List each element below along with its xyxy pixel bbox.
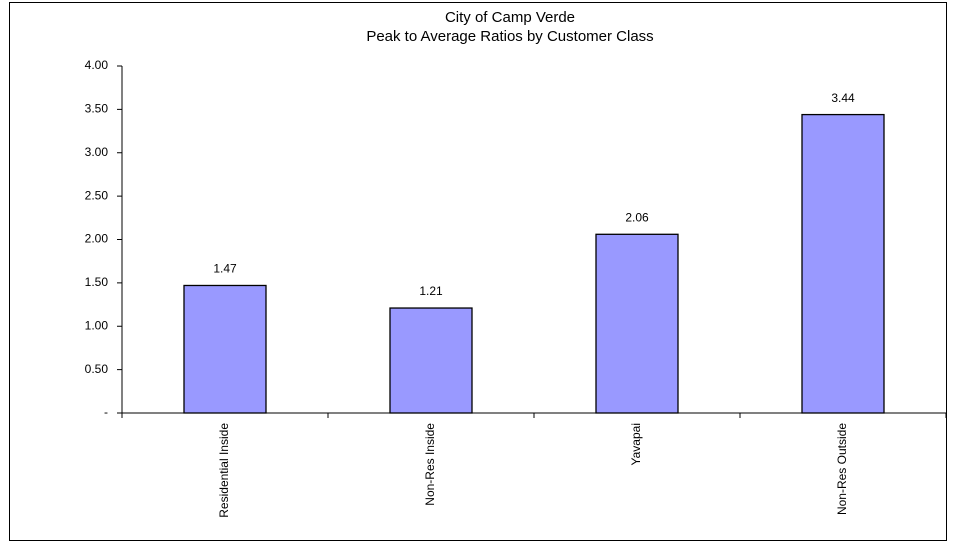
data-label: 1.47 (213, 262, 237, 276)
y-tick-label: 2.50 (85, 188, 109, 202)
y-tick-label: 3.00 (85, 145, 109, 159)
bar (595, 233, 679, 414)
x-tick-label: Non-Res Outside (835, 423, 849, 515)
data-label: 3.44 (831, 91, 855, 105)
chart-subtitle: Peak to Average Ratios by Customer Class (366, 28, 653, 45)
data-label: 1.21 (419, 284, 443, 298)
y-tick-label: 1.50 (85, 275, 109, 289)
chart-border (9, 2, 947, 541)
data-label: 2.06 (625, 210, 649, 224)
y-tick-label: 3.50 (85, 102, 109, 116)
bar (183, 284, 267, 414)
chart-title: City of Camp Verde (445, 9, 575, 26)
x-tick-label: Yavapai (629, 423, 643, 465)
bar (801, 113, 885, 414)
y-tick-label: 2.00 (85, 232, 109, 246)
y-tick-label: 4.00 (85, 58, 109, 72)
bar (389, 307, 473, 414)
y-tick-label: 0.50 (85, 362, 109, 376)
y-tick-label: 1.00 (85, 318, 109, 332)
x-tick-label: Non-Res Inside (423, 423, 437, 506)
x-tick-label: Residential Inside (217, 423, 231, 518)
y-tick-label: - (104, 405, 108, 419)
